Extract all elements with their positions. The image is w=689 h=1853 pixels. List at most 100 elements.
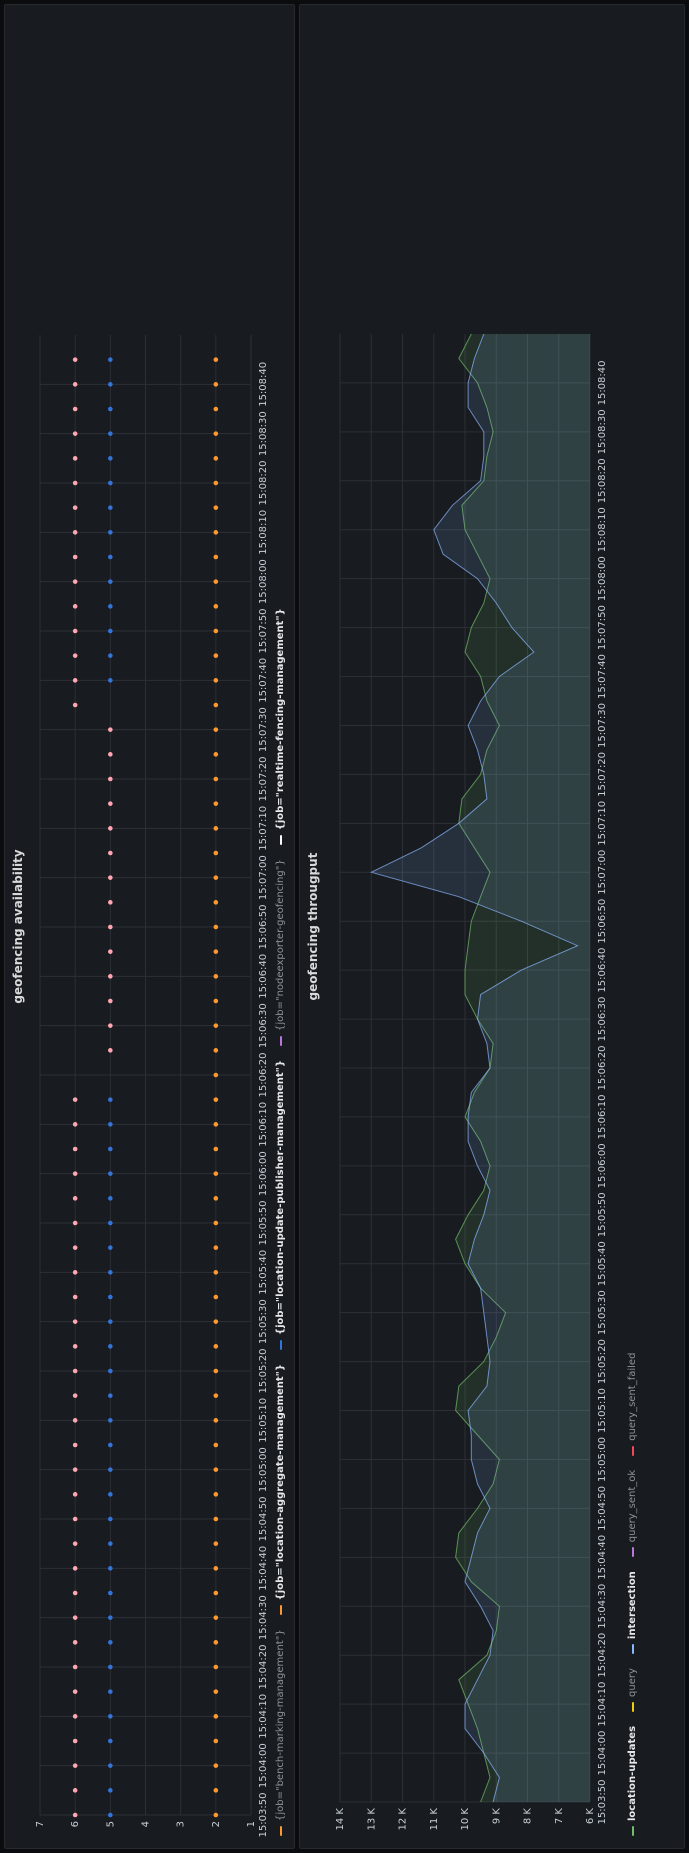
x-tick-label: 15:08:20 [258, 461, 269, 506]
y-tick-label: 9 K [491, 1808, 502, 1825]
x-tick-label: 15:08:40 [258, 362, 269, 407]
legend-item[interactable]: {job="location-aggregate-management"} [275, 1364, 286, 1616]
data-point [213, 1615, 219, 1620]
data-point [213, 1541, 219, 1546]
x-tick-label: 15:04:30 [258, 1595, 269, 1640]
data-point [108, 850, 113, 856]
x-tick-label: 15:04:40 [258, 1546, 269, 1591]
data-point [213, 1220, 219, 1226]
data-point [108, 554, 113, 560]
x-tick-label: 15:05:10 [258, 1398, 269, 1443]
data-point [213, 678, 219, 683]
x-tick-label: 15:07:30 [597, 703, 608, 748]
x-tick-label: 15:05:00 [597, 1437, 608, 1482]
y-tick-label: 7 [35, 1821, 46, 1827]
data-point [72, 480, 78, 486]
y-tick-label: 13 K [366, 1808, 377, 1831]
legend-item[interactable]: {job="nodeexporter-geofencing"} [275, 859, 286, 1047]
legend-item[interactable]: query_sent_ok [627, 1470, 638, 1558]
x-tick-label: 15:06:30 [258, 1003, 269, 1048]
data-point [213, 1294, 219, 1300]
y-tick-label: 8 K [523, 1808, 534, 1825]
x-tick-label: 15:07:50 [258, 609, 269, 654]
data-point [72, 1541, 78, 1546]
data-point [72, 1418, 78, 1423]
throughput-chart: 6 K 7 K 8 K 9 K 10 K 11 K 12 K 13 K 14 K 15:03:50… [335, 333, 608, 1831]
x-tick-label: 15:06:20 [597, 1046, 608, 1091]
data-point [108, 1048, 113, 1053]
legend-label: {job="location-aggregate-management"} [275, 1364, 286, 1601]
data-point [72, 678, 78, 683]
data-point [108, 801, 113, 806]
x-tick-label: 15:06:30 [597, 997, 608, 1042]
data-point [72, 1788, 78, 1793]
data-point [213, 604, 219, 609]
data-point [213, 974, 219, 979]
legend-item[interactable]: location-updates [627, 1726, 638, 1836]
data-point [213, 1023, 219, 1028]
x-tick-label: 15:04:20 [258, 1645, 269, 1690]
data-point [213, 998, 219, 1004]
data-point [72, 653, 78, 658]
data-point [108, 1566, 113, 1571]
legend-item[interactable]: intersection [627, 1571, 638, 1655]
series-area [371, 334, 590, 1802]
x-tick-label: 15:05:10 [597, 1388, 608, 1433]
y-tick-label: 2 [211, 1821, 222, 1827]
data-point [72, 1220, 78, 1226]
data-point [213, 456, 219, 461]
data-point [213, 949, 219, 954]
x-tick-label: 15:07:00 [258, 855, 269, 900]
data-point [213, 875, 219, 880]
legend-item[interactable]: {job="location-update-publisher-manageme… [275, 1060, 286, 1351]
data-point [213, 1664, 219, 1670]
data-point [72, 1393, 78, 1398]
data-point [213, 1072, 219, 1078]
legend-item[interactable]: {job="realtime-fencing-management"} [275, 608, 286, 846]
data-point [72, 1196, 78, 1201]
data-point [108, 505, 113, 510]
data-point [213, 382, 219, 387]
data-point [72, 1738, 78, 1744]
legend-item[interactable]: query [627, 1668, 638, 1712]
x-tick-label: 15:06:20 [258, 1053, 269, 1098]
x-tick-label: 15:04:10 [597, 1682, 608, 1727]
data-point [108, 1442, 113, 1448]
data-point [108, 727, 113, 732]
x-tick-label: 15:08:00 [597, 556, 608, 601]
data-point [108, 1196, 113, 1201]
data-point [72, 431, 78, 436]
data-point [213, 1566, 219, 1571]
data-point [72, 1812, 78, 1818]
data-point [108, 1319, 113, 1324]
data-point [108, 900, 113, 905]
data-point [72, 1714, 78, 1719]
x-tick-label: 15:03:50 [597, 1780, 608, 1825]
data-point [72, 1146, 78, 1152]
legend-item[interactable]: query_sent_failed [627, 1353, 638, 1456]
data-point [213, 406, 219, 412]
y-tick-label: 6 [70, 1821, 81, 1827]
x-tick-label: 15:04:00 [597, 1731, 608, 1776]
legend-label: intersection [627, 1571, 638, 1640]
data-point [72, 1590, 78, 1596]
data-point [108, 1393, 113, 1398]
data-point [108, 1516, 113, 1522]
data-point [72, 406, 78, 412]
data-point [108, 382, 113, 387]
data-point [108, 949, 113, 954]
y-tick-label: 4 [141, 1821, 152, 1827]
legend-label: location-updates [627, 1725, 638, 1821]
data-point [108, 1023, 113, 1028]
data-point [213, 1319, 219, 1324]
legend-label: {job="realtime-fencing-management"} [275, 608, 286, 831]
legend-swatch [631, 1445, 634, 1456]
data-point [213, 1738, 219, 1744]
x-tick-label: 15:06:00 [597, 1143, 608, 1188]
data-point [72, 1640, 78, 1645]
data-point [72, 530, 78, 535]
data-point [213, 900, 219, 905]
legend-item[interactable]: {job="bench-marking-management"} [275, 1629, 286, 1836]
